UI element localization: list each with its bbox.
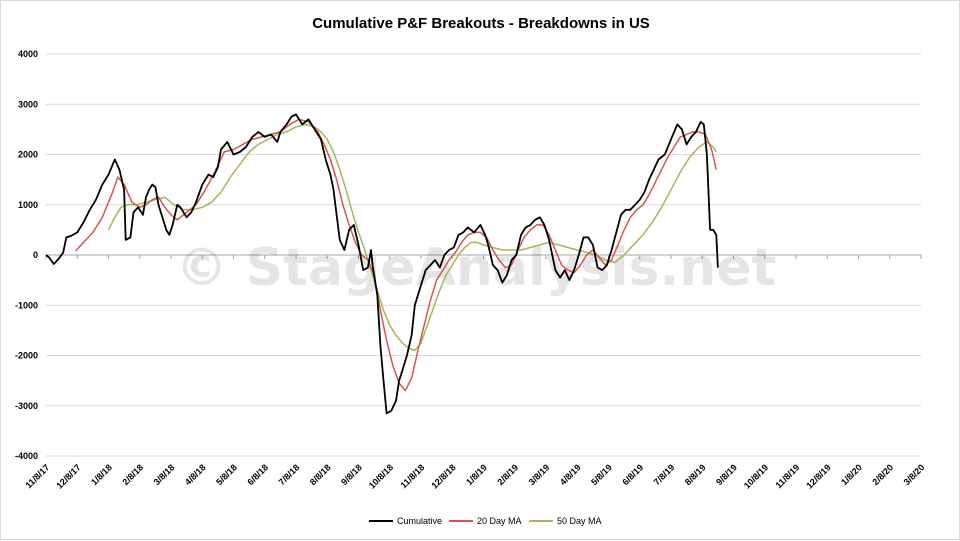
y-tick-label: -3000 xyxy=(15,401,38,411)
y-axis-ticks: -4000 -3000 -2000 -1000 0 1000 2000 3000 4000 xyxy=(15,49,38,461)
x-tick-label: 4/8/18 xyxy=(183,462,208,487)
y-tick-label: 0 xyxy=(33,250,38,260)
x-tick-label: 7/8/19 xyxy=(652,462,677,487)
x-tick-label: 5/8/18 xyxy=(214,462,239,487)
x-tick-label: 11/8/17 xyxy=(23,462,51,490)
x-tick-label: 12/8/18 xyxy=(429,462,457,490)
y-tick-label: 1000 xyxy=(18,200,38,210)
legend: Cumulative 20 Day MA 50 Day MA xyxy=(369,516,602,526)
legend-label: 50 Day MA xyxy=(557,516,602,526)
y-tick-label: 3000 xyxy=(18,99,38,109)
x-tick-label: 1/8/20 xyxy=(839,462,864,487)
x-tick-label: 11/8/19 xyxy=(773,462,801,490)
x-tick-label: 3/8/18 xyxy=(152,462,177,487)
watermark: © StageAnalysis.net xyxy=(176,238,777,298)
x-tick-label: 4/8/19 xyxy=(558,462,583,487)
y-tick-label: 2000 xyxy=(18,150,38,160)
x-tick-label: 5/8/19 xyxy=(589,462,614,487)
x-tick-label: 6/8/18 xyxy=(245,462,270,487)
y-tick-label: -2000 xyxy=(15,351,38,361)
legend-label: 20 Day MA xyxy=(477,516,522,526)
x-tick-label: 3/8/19 xyxy=(527,462,552,487)
x-tick-label: 7/8/18 xyxy=(277,462,302,487)
x-tick-label: 6/8/19 xyxy=(620,462,645,487)
x-tick-label: 2/8/19 xyxy=(495,462,520,487)
x-tick-label: 10/8/19 xyxy=(742,462,770,490)
x-tick-label: 1/8/19 xyxy=(464,462,489,487)
x-tick-label: 11/8/18 xyxy=(398,462,426,490)
chart-title: Cumulative P&F Breakouts - Breakdowns in… xyxy=(312,15,650,32)
x-tick-label: 8/8/19 xyxy=(683,462,708,487)
x-tick-label: 3/8/20 xyxy=(902,462,927,487)
x-tick-label: 2/8/18 xyxy=(120,462,145,487)
x-tick-label: 1/8/18 xyxy=(89,462,114,487)
series-line-cumulative xyxy=(45,113,719,415)
x-tick-label: 9/8/18 xyxy=(339,462,364,487)
x-tick-label: 10/8/18 xyxy=(367,462,395,490)
legend-label: Cumulative xyxy=(397,516,442,526)
x-tick-label: 12/8/19 xyxy=(804,462,832,490)
x-tick-label: 2/8/20 xyxy=(870,462,895,487)
series-line-20-day-ma xyxy=(75,118,718,392)
x-tick-label: 9/8/19 xyxy=(714,462,739,487)
x-tick-label: 12/8/17 xyxy=(54,462,82,490)
series-lines xyxy=(45,113,719,415)
x-tick-label: 8/8/18 xyxy=(308,462,333,487)
y-tick-label: -4000 xyxy=(15,451,38,461)
y-tick-label: 4000 xyxy=(18,49,38,59)
y-tick-label: -1000 xyxy=(15,300,38,310)
